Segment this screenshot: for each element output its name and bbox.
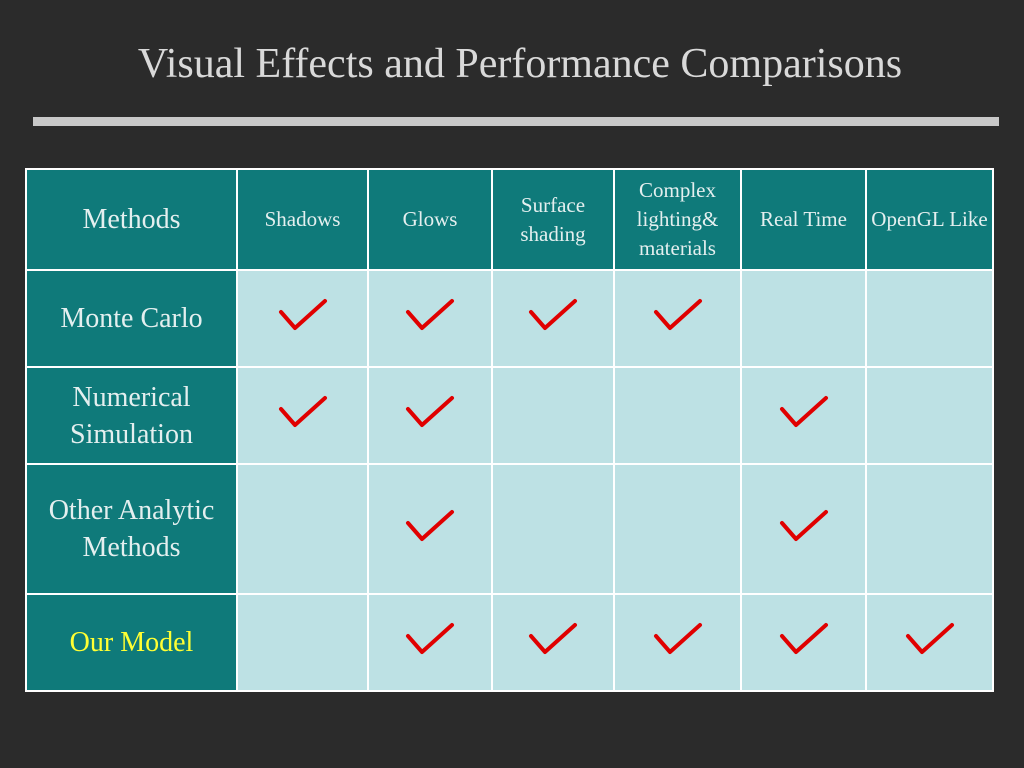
column-header-surface-shading: Surface shading — [491, 168, 615, 271]
table-cell — [613, 463, 742, 595]
row-header-numerical-simulation: Numerical Simulation — [25, 366, 238, 465]
red-checkmark-icon — [778, 507, 830, 547]
column-header-methods: Methods — [25, 168, 238, 271]
row-header-monte-carlo: Monte Carlo — [25, 269, 238, 368]
table-cell — [236, 269, 369, 368]
red-checkmark-icon — [527, 296, 579, 336]
table-cell — [613, 269, 742, 368]
red-checkmark-icon — [778, 620, 830, 660]
table-cell — [236, 593, 369, 692]
red-checkmark-icon — [277, 296, 329, 336]
red-checkmark-icon — [277, 393, 329, 433]
table-cell — [367, 269, 493, 368]
table-cell — [367, 366, 493, 465]
table-header-row: Methods Shadows Glows Surface shading Co… — [25, 168, 994, 271]
table-cell — [740, 593, 867, 692]
red-checkmark-icon — [527, 620, 579, 660]
table-cell — [367, 593, 493, 692]
column-header-opengl-like: OpenGL Like — [865, 168, 994, 271]
column-header-shadows: Shadows — [236, 168, 369, 271]
table-cell — [740, 269, 867, 368]
table-cell — [491, 463, 615, 595]
red-checkmark-icon — [404, 393, 456, 433]
table-cell — [491, 269, 615, 368]
row-header-other-analytic-methods: Other Analytic Methods — [25, 463, 238, 595]
table-row: Other Analytic Methods — [25, 463, 994, 595]
table-cell — [865, 463, 994, 595]
row-header-our-model: Our Model — [25, 593, 238, 692]
table-cell — [740, 366, 867, 465]
table-cell — [613, 593, 742, 692]
table-row: Our Model — [25, 593, 994, 692]
table-cell — [236, 366, 369, 465]
red-checkmark-icon — [404, 620, 456, 660]
table-cell — [491, 593, 615, 692]
table-cell — [367, 463, 493, 595]
slide-title: Visual Effects and Performance Compariso… — [137, 41, 903, 87]
column-header-complex-lighting: Complex lighting& materials — [613, 168, 742, 271]
table-cell — [236, 463, 369, 595]
table-cell — [865, 593, 994, 692]
table-cell — [491, 366, 615, 465]
table-cell — [740, 463, 867, 595]
table-cell — [865, 269, 994, 368]
column-header-glows: Glows — [367, 168, 493, 271]
red-checkmark-icon — [404, 507, 456, 547]
title-divider — [33, 117, 999, 126]
table-cell — [865, 366, 994, 465]
red-checkmark-icon — [652, 296, 704, 336]
table-cell — [613, 366, 742, 465]
red-checkmark-icon — [652, 620, 704, 660]
comparison-table: Methods Shadows Glows Surface shading Co… — [25, 168, 994, 692]
red-checkmark-icon — [778, 393, 830, 433]
red-checkmark-icon — [904, 620, 956, 660]
table-row: Numerical Simulation — [25, 366, 994, 465]
table-row: Monte Carlo — [25, 269, 994, 368]
red-checkmark-icon — [404, 296, 456, 336]
column-header-real-time: Real Time — [740, 168, 867, 271]
